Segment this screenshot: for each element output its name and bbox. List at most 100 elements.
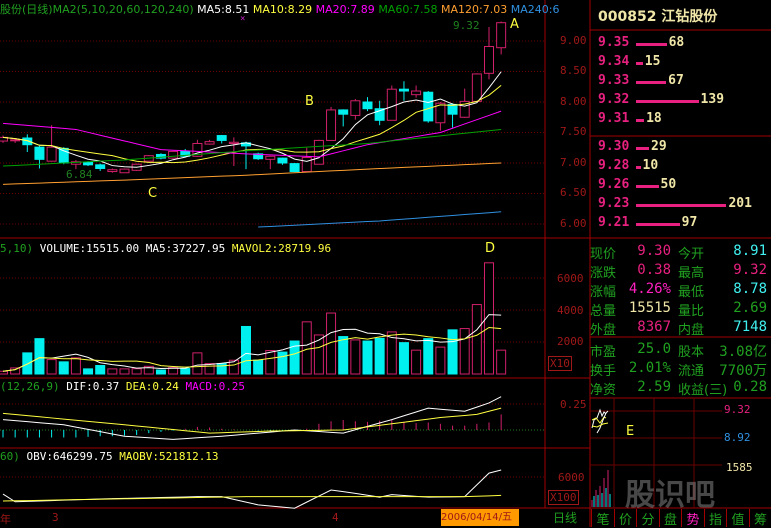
candle-up <box>485 46 494 73</box>
dif-value: DIF:0.37 <box>66 380 119 393</box>
quote-row: 涨幅 4.26% 最低 8.78 <box>590 281 771 300</box>
tab-0[interactable]: 笔 <box>591 509 614 527</box>
candle-down <box>363 102 372 109</box>
order-price: 9.35 <box>598 35 629 50</box>
order-volume-bar <box>636 204 726 207</box>
macd-tick: 0.25 <box>560 398 587 411</box>
watermark-logo: 股识吧 <box>625 470 715 514</box>
year-label: 年 <box>0 511 11 527</box>
volume-tick: 2000 <box>557 335 584 348</box>
price-tick: 6.00 <box>560 217 587 230</box>
macd-value: MACD:0.25 <box>185 380 245 393</box>
dea-value: DEA:0.24 <box>126 380 179 393</box>
order-price: 9.26 <box>598 177 629 192</box>
volume-bar-down <box>448 330 457 374</box>
volume-bar-up <box>436 347 445 374</box>
candle-up <box>327 110 336 140</box>
order-volume: 201 <box>728 196 751 211</box>
order-volume-bar <box>636 81 666 84</box>
tab-4[interactable]: 势 <box>681 509 704 527</box>
volume-bar-down <box>96 366 105 374</box>
dif-line <box>3 397 501 440</box>
tab-3[interactable]: 盘 <box>659 509 682 527</box>
fundamental-label: 收益(三) <box>678 379 727 398</box>
volume-bar-down <box>278 352 287 374</box>
fundamental-row: 市盈 25.0 股本 3.08亿 <box>590 341 771 360</box>
order-volume-bar <box>636 147 649 150</box>
order-volume-bar <box>636 119 644 122</box>
annotation-c: C <box>148 186 157 201</box>
chart-title: 股份(日线) <box>0 3 53 16</box>
fundamental-label: 净资 <box>590 379 616 398</box>
tab-2[interactable]: 分 <box>636 509 659 527</box>
ma20-value: MA20:7.89 <box>316 3 375 16</box>
annotation-d: D <box>485 241 495 256</box>
period-button[interactable]: 日线 <box>553 509 577 526</box>
order-price: 9.28 <box>598 158 629 173</box>
order-book-ask-row: 9.34 15 <box>598 54 768 72</box>
candle-down <box>217 136 226 141</box>
macd-lines <box>3 397 501 440</box>
order-book-bid-row: 9.30 29 <box>598 139 768 157</box>
order-volume: 139 <box>701 92 724 107</box>
order-price: 9.21 <box>598 215 629 230</box>
order-volume: 50 <box>661 177 677 192</box>
price-tick: 9.00 <box>560 34 587 47</box>
fundamental-label: 流通 <box>678 360 704 379</box>
volume-params: 5,10) <box>0 242 33 255</box>
fundamental-value: 0.28 <box>733 379 767 395</box>
volume-bar-up <box>108 369 117 374</box>
volume-bar-up <box>11 368 20 374</box>
month-label-3: 3 <box>52 511 59 524</box>
quote-row: 外盘 8367 内盘 7148 <box>590 319 771 338</box>
ma240-line <box>258 212 501 227</box>
ma240-value: MA240:6 <box>511 3 560 16</box>
tab-1[interactable]: 价 <box>614 509 637 527</box>
order-volume: 10 <box>643 158 659 173</box>
quote-label: 现价 <box>590 243 616 262</box>
candle-down <box>35 147 44 159</box>
volume-bar-down <box>339 337 348 374</box>
volume-bar-down <box>35 339 44 374</box>
mini-high: 9.32 <box>724 403 751 416</box>
candle-down <box>399 89 408 91</box>
tab-5[interactable]: 指 <box>704 509 727 527</box>
tab-7[interactable]: 筹 <box>749 509 771 527</box>
volume-bar-up <box>412 350 421 374</box>
order-price: 9.34 <box>598 54 629 69</box>
quote-label: 外盘 <box>590 319 616 338</box>
quote-value: 2.69 <box>733 300 767 316</box>
price-tick: 8.00 <box>560 95 587 108</box>
tab-6[interactable]: 值 <box>726 509 749 527</box>
volume-bar-up <box>120 369 129 374</box>
quote-label: 量比 <box>678 300 704 319</box>
order-volume: 15 <box>645 54 661 69</box>
volume-bar-down <box>424 339 433 374</box>
obv-line <box>3 470 501 508</box>
order-book-bid-row: 9.28 10 <box>598 158 768 176</box>
order-price: 9.31 <box>598 111 629 126</box>
candle-up <box>266 156 275 159</box>
obv-lines <box>3 470 501 508</box>
fundamental-value: 7700万 <box>719 360 767 380</box>
candle-up <box>351 101 360 116</box>
order-price: 9.23 <box>598 196 629 211</box>
quote-label: 总量 <box>590 300 616 319</box>
volume-bar-down <box>399 343 408 374</box>
candle-up <box>47 147 56 161</box>
quote-label: 涨幅 <box>590 281 616 300</box>
quote-value: 8.78 <box>733 281 767 297</box>
quote-value: 8367 <box>637 319 671 335</box>
volume-mavol2: MAVOL2:28719.96 <box>232 242 331 255</box>
obv-value: OBV:646299.75 <box>27 450 113 463</box>
fundamental-row: 净资 2.59 收益(三) 0.28 <box>590 379 771 398</box>
order-price: 9.32 <box>598 92 629 107</box>
volume-panel-title: 5,10) VOLUME:15515.00 MA5:37227.95 MAVOL… <box>0 242 331 255</box>
volume-bar-down <box>217 364 226 374</box>
fundamental-row: 换手 2.01% 流通 7700万 <box>590 360 771 379</box>
quote-value: 4.26% <box>629 281 671 297</box>
order-book-ask-row: 9.32 139 <box>598 92 768 110</box>
candle-up <box>108 170 117 172</box>
volume-tick: 4000 <box>557 304 584 317</box>
order-volume: 68 <box>669 35 685 50</box>
